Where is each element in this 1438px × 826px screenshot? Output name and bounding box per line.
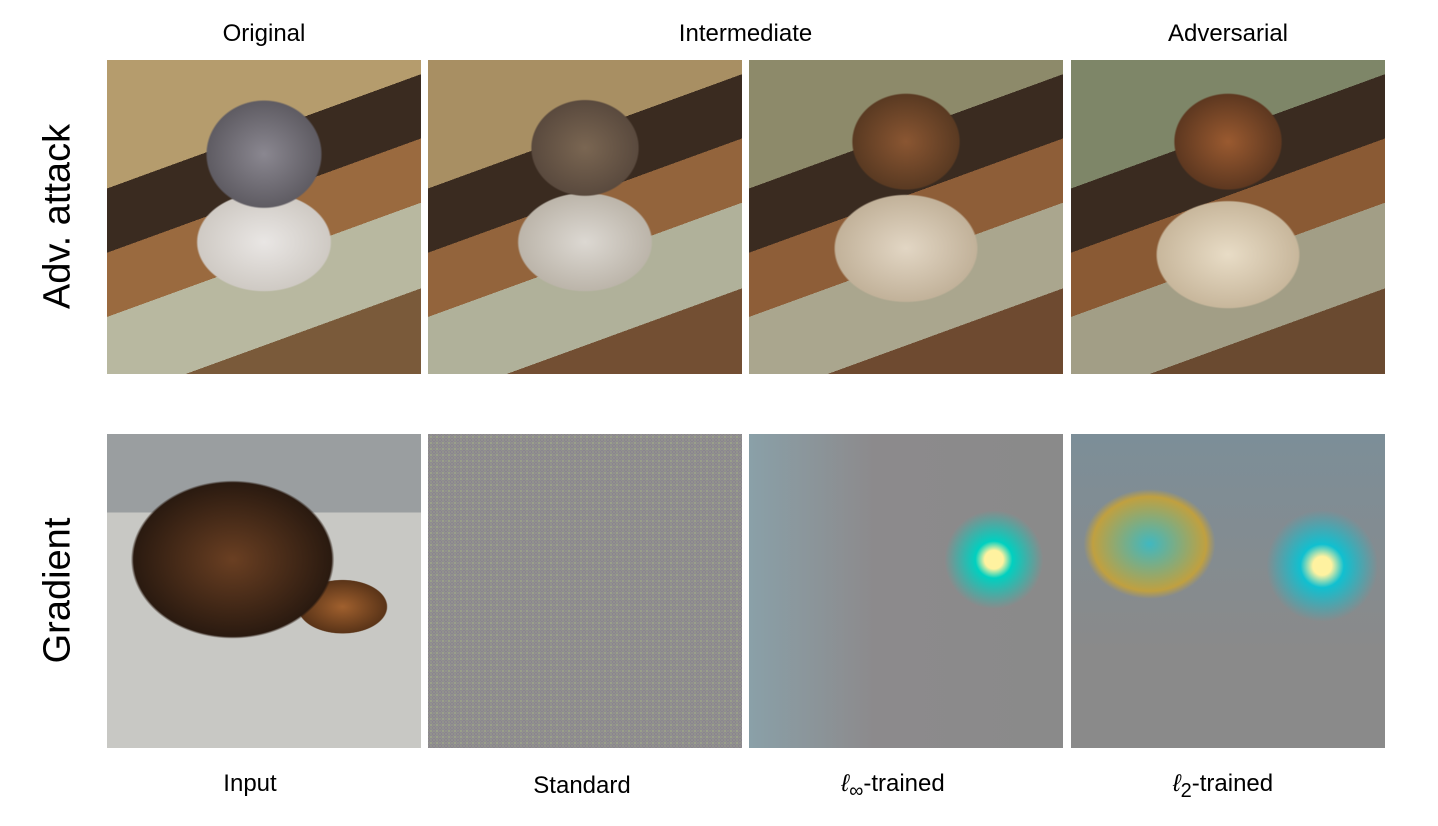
trained-text: -trained [1191,770,1274,797]
trained-text: -trained [863,770,945,797]
header-adversarial: Adversarial [1167,20,1289,47]
row-label-gradient: Gradient [36,517,79,664]
label-l2-trained: ℓ2-trained [1066,770,1380,803]
ell-symbol: ℓ [841,770,850,797]
header-intermediate: Intermediate [678,20,813,47]
two-subscript: 2 [1180,779,1192,802]
header-original: Original [222,20,306,47]
image-input-dog [107,434,421,748]
image-gradient-standard [428,434,742,748]
infinity-subscript: ∞ [849,779,864,802]
label-standard: Standard [533,772,631,799]
image-adversarial [1071,60,1385,374]
image-gradient-l2 [1071,434,1385,748]
label-input: Input [223,770,277,797]
row-label-adv-attack: Adv. attack [36,123,79,310]
image-intermediate-2 [749,60,1063,374]
label-linf-trained: ℓ∞-trained [736,770,1050,803]
ell-symbol: ℓ [1172,770,1181,797]
image-intermediate-1 [428,60,742,374]
image-gradient-linf [749,434,1063,748]
image-original-cat [107,60,421,374]
